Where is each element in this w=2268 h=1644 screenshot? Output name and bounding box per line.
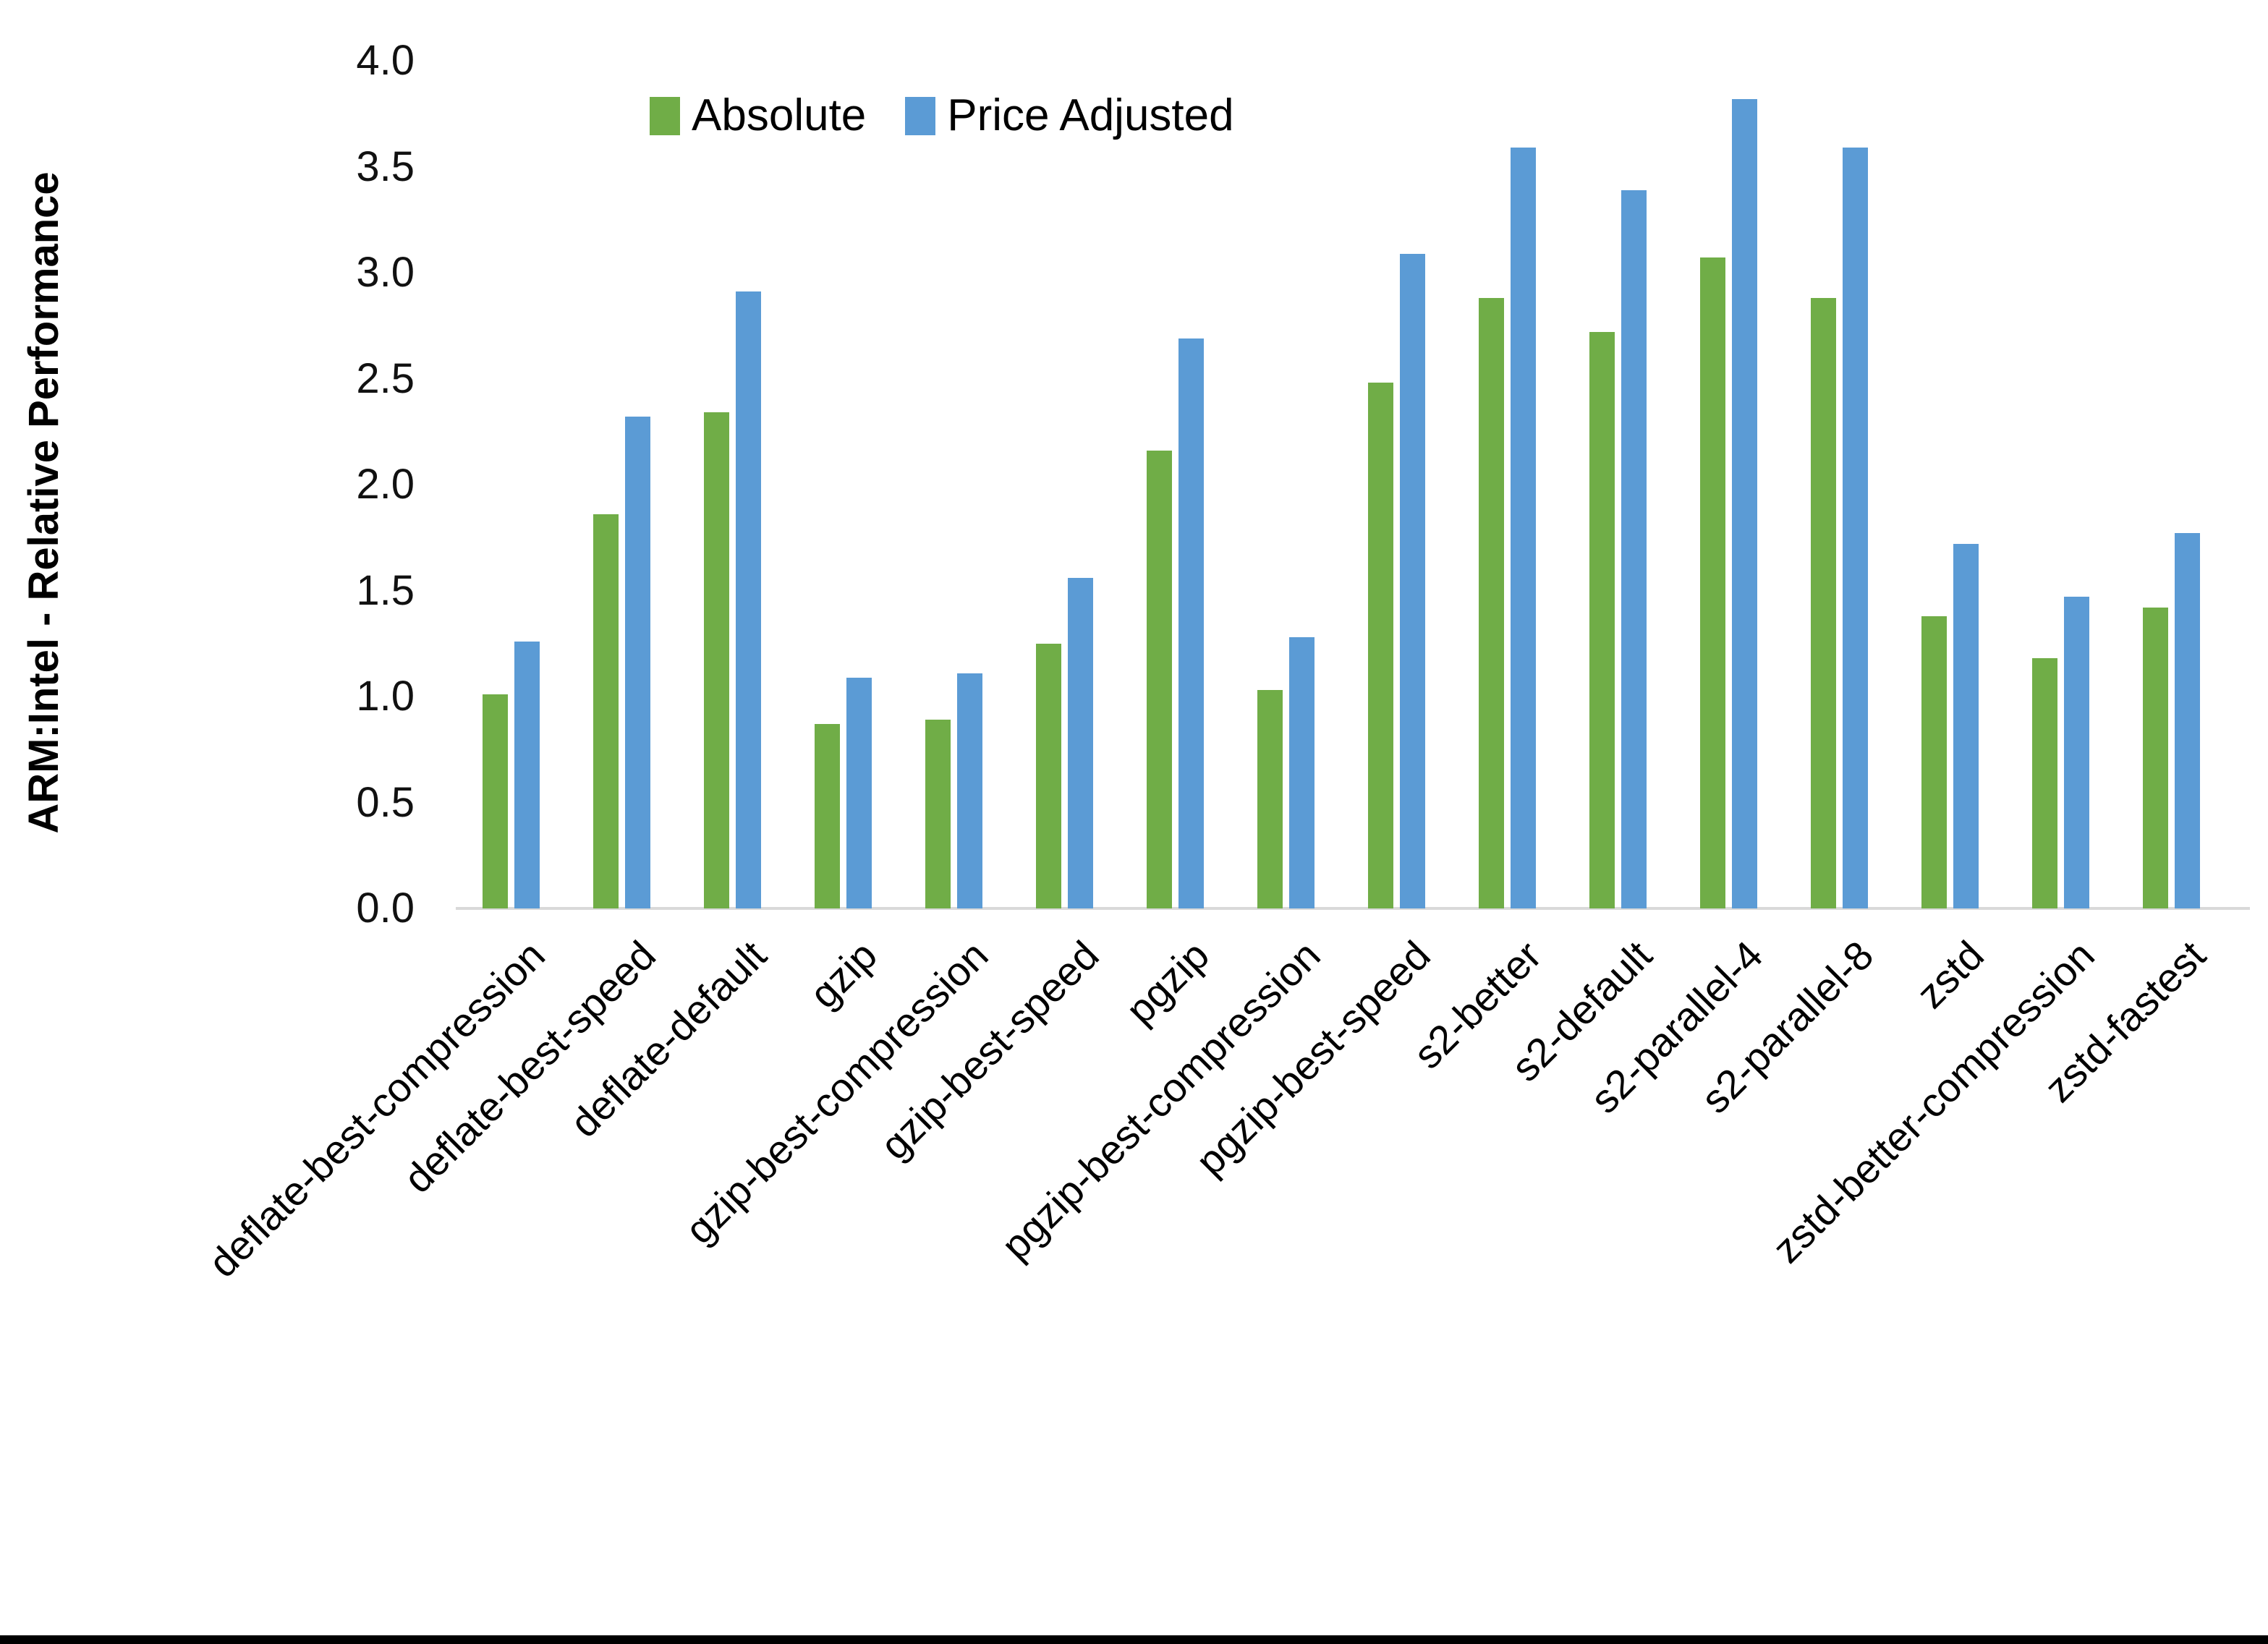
bar-price-adjusted-zstd-better-compression <box>2064 597 2089 908</box>
legend-item-price-adjusted: Price Adjusted <box>905 90 1234 142</box>
bar-price-adjusted-gzip-best-speed <box>1068 578 1093 908</box>
bar-price-adjusted-pgzip-best-speed <box>1400 254 1425 908</box>
legend-swatch-price-adjusted <box>905 96 936 135</box>
bar-absolute-gzip-best-speed <box>1036 644 1061 908</box>
bar-absolute-zstd <box>1921 616 1947 908</box>
bar-absolute-deflate-best-speed <box>593 514 619 908</box>
bar-absolute-zstd-better-compression <box>2032 658 2057 908</box>
legend-swatch-absolute <box>650 96 680 135</box>
bar-absolute-pgzip <box>1147 451 1172 908</box>
y-tick-label: 2.5 <box>356 354 415 402</box>
y-tick-label: 2.0 <box>356 461 415 508</box>
legend-item-absolute: Absolute <box>650 90 866 142</box>
bar-price-adjusted-s2-default <box>1621 190 1647 908</box>
bar-price-adjusted-pgzip <box>1178 338 1204 908</box>
legend-label-price-adjusted: Price Adjusted <box>947 90 1234 140</box>
x-axis-label-pgzip: pgzip <box>1117 932 1218 1033</box>
y-tick-label: 0.5 <box>356 778 415 826</box>
y-tick-label: 3.5 <box>356 142 415 190</box>
y-tick-label: 1.5 <box>356 566 415 614</box>
x-axis-line <box>456 907 2250 910</box>
bar-absolute-gzip-best-compression <box>925 720 951 908</box>
y-tick-label: 3.0 <box>356 249 415 296</box>
bar-price-adjusted-pgzip-best-compression <box>1289 637 1314 908</box>
bar-price-adjusted-deflate-default <box>736 291 761 908</box>
x-axis-label-gzip: gzip <box>801 932 886 1017</box>
bar-price-adjusted-s2-better <box>1511 148 1536 908</box>
y-tick-label: 0.0 <box>356 885 415 932</box>
bar-price-adjusted-zstd-fastest <box>2175 533 2200 908</box>
bar-absolute-s2-parallel-4 <box>1700 257 1725 908</box>
legend: Absolute Price Adjusted <box>650 90 1234 142</box>
bar-absolute-zstd-fastest <box>2143 608 2168 908</box>
y-tick-label: 4.0 <box>356 37 415 84</box>
bar-absolute-s2-default <box>1589 332 1615 908</box>
bottom-border-bar <box>0 1635 2268 1644</box>
bar-price-adjusted-gzip-best-compression <box>957 673 982 908</box>
bar-price-adjusted-deflate-best-speed <box>625 417 650 908</box>
bar-absolute-deflate-best-compression <box>483 694 508 908</box>
x-axis-label-deflate-default: deflate-default <box>561 932 776 1146</box>
bar-absolute-gzip <box>815 724 840 908</box>
bar-price-adjusted-s2-parallel-4 <box>1732 99 1757 908</box>
bar-absolute-pgzip-best-compression <box>1257 690 1283 908</box>
bar-absolute-s2-parallel-8 <box>1811 298 1836 908</box>
bar-absolute-deflate-default <box>704 412 729 908</box>
y-axis-title: ARM:Intel - Relative Performance <box>20 171 67 834</box>
legend-label-absolute: Absolute <box>692 90 867 140</box>
x-axis-label-zstd: zstd <box>1908 932 1993 1017</box>
bar-price-adjusted-deflate-best-compression <box>514 642 540 908</box>
bar-absolute-pgzip-best-speed <box>1368 383 1393 908</box>
bar-price-adjusted-gzip <box>846 678 872 908</box>
bar-price-adjusted-s2-parallel-8 <box>1843 148 1868 908</box>
y-tick-label: 1.0 <box>356 673 415 720</box>
bar-price-adjusted-zstd <box>1953 544 1979 908</box>
bar-absolute-s2-better <box>1479 298 1504 908</box>
